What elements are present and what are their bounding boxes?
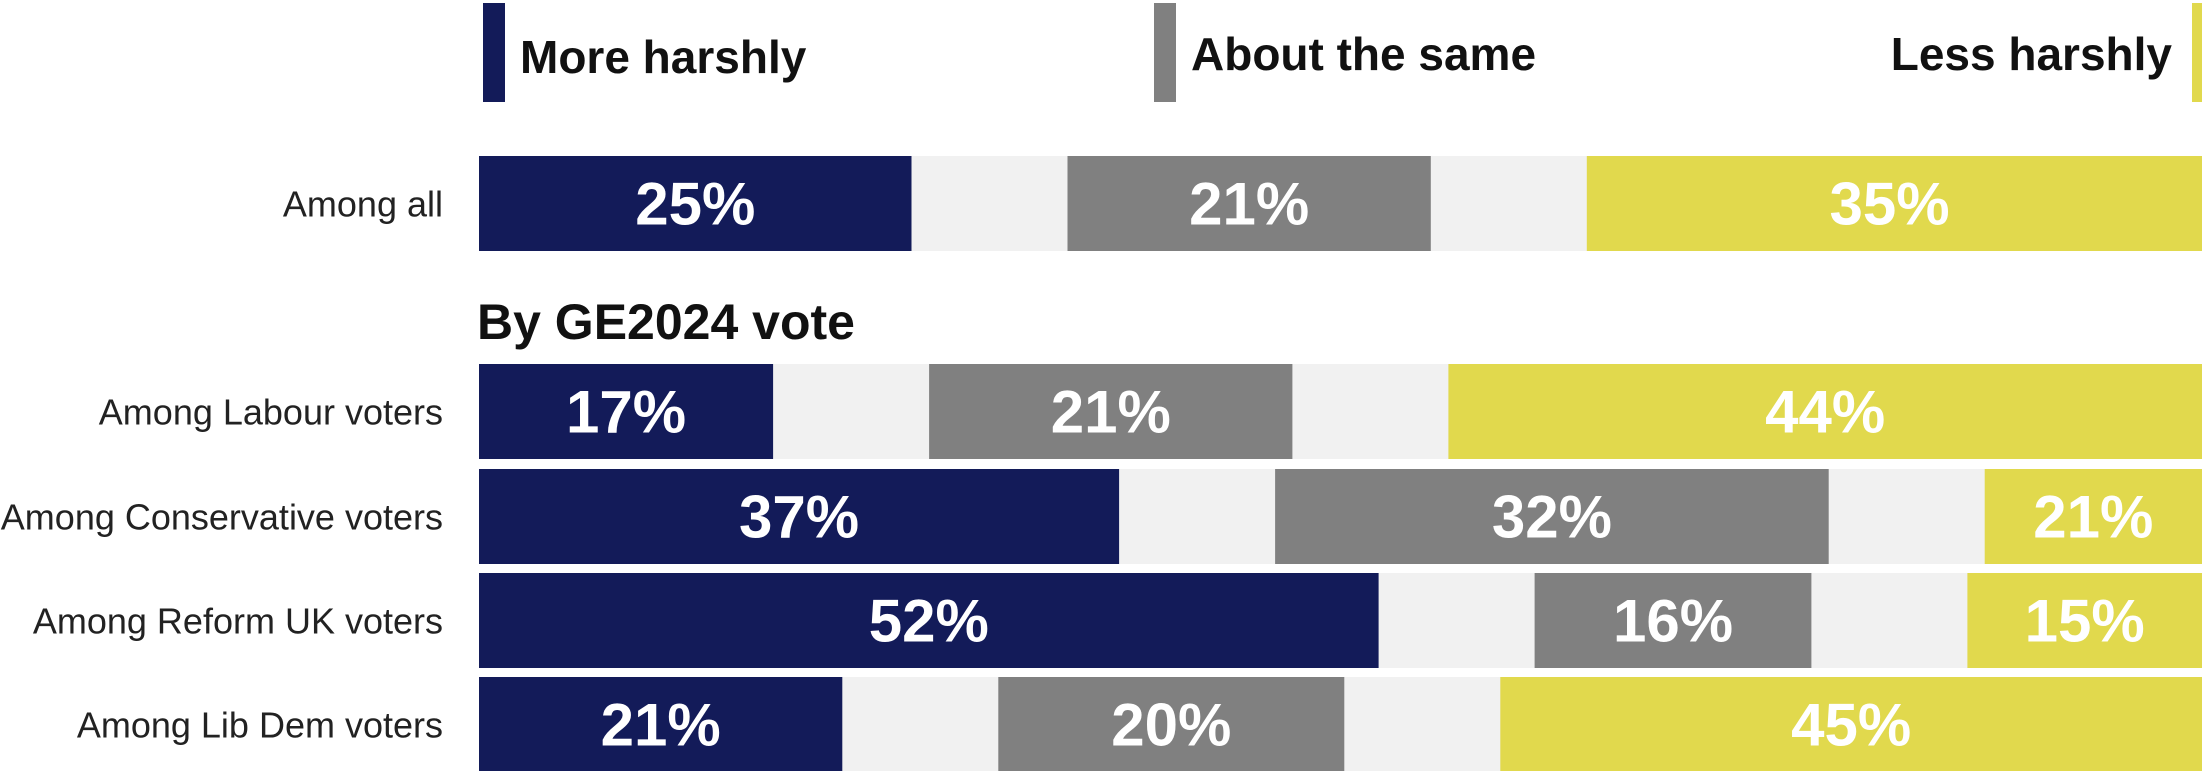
bar-value-label: 21% [2033, 484, 2153, 551]
bar-about-the-same [1067, 156, 1431, 251]
legend-swatch-0 [483, 3, 505, 102]
bar-value-label: 35% [1830, 171, 1950, 238]
bar-about-the-same [1275, 469, 1829, 564]
bar-row: Among Conservative voters 37% 32% 21% [1, 469, 2202, 564]
bar-value-label: 45% [1791, 692, 1911, 759]
bar-less-harshly [1500, 677, 2202, 771]
bar-row: Among Lib Dem voters 21% 20% 45% [77, 677, 2202, 771]
bar-about-the-same [929, 364, 1293, 459]
legend-swatch-2 [2192, 3, 2202, 102]
bar-row: Among all 25% 21% 35% [283, 156, 2202, 251]
row-label: Among all [283, 184, 443, 225]
row-label: Among Reform UK voters [33, 601, 443, 642]
legend-label-2: Less harshly [1891, 28, 2173, 80]
bar-row: Among Reform UK voters 52% 16% 15% [33, 573, 2202, 668]
bar-row: Among Labour voters 17% 21% 44% [99, 364, 2202, 459]
row-label: Among Labour voters [99, 392, 443, 433]
bar-about-the-same [1534, 573, 1812, 668]
bar-about-the-same [998, 677, 1345, 771]
legend-swatch-1 [1154, 3, 1176, 102]
bar-value-label: 37% [739, 484, 859, 551]
bar-more-harshly [479, 677, 843, 771]
bar-more-harshly [479, 469, 1120, 564]
bar-more-harshly [479, 156, 912, 251]
legend-label-1: About the same [1191, 28, 1536, 80]
bar-less-harshly [1967, 573, 2202, 668]
bar-value-label: 16% [1613, 588, 1733, 655]
bar-value-label: 44% [1765, 379, 1885, 446]
bar-less-harshly [1448, 364, 2202, 459]
bar-less-harshly [1984, 469, 2202, 564]
legend-label-0: More harshly [520, 31, 807, 83]
row-label: Among Lib Dem voters [77, 705, 443, 746]
section-heading: By GE2024 vote [477, 294, 855, 350]
row-label: Among Conservative voters [1, 497, 443, 538]
bar-value-label: 20% [1111, 692, 1231, 759]
bar-value-label: 15% [2025, 588, 2145, 655]
bar-value-label: 25% [635, 171, 755, 238]
chart-rows: Among all 25% 21% 35% By GE2024 vote Among La… [1, 156, 2202, 771]
bar-value-label: 32% [1492, 484, 1612, 551]
bar-value-label: 21% [1189, 171, 1309, 238]
chart-legend: More harshly About the same Less harshly [483, 3, 2202, 102]
bar-more-harshly [479, 364, 774, 459]
bar-value-label: 17% [566, 379, 686, 446]
bar-value-label: 21% [601, 692, 721, 759]
bar-value-label: 21% [1051, 379, 1171, 446]
bar-less-harshly [1586, 156, 2202, 251]
bar-more-harshly [479, 573, 1379, 668]
bar-value-label: 52% [869, 588, 989, 655]
